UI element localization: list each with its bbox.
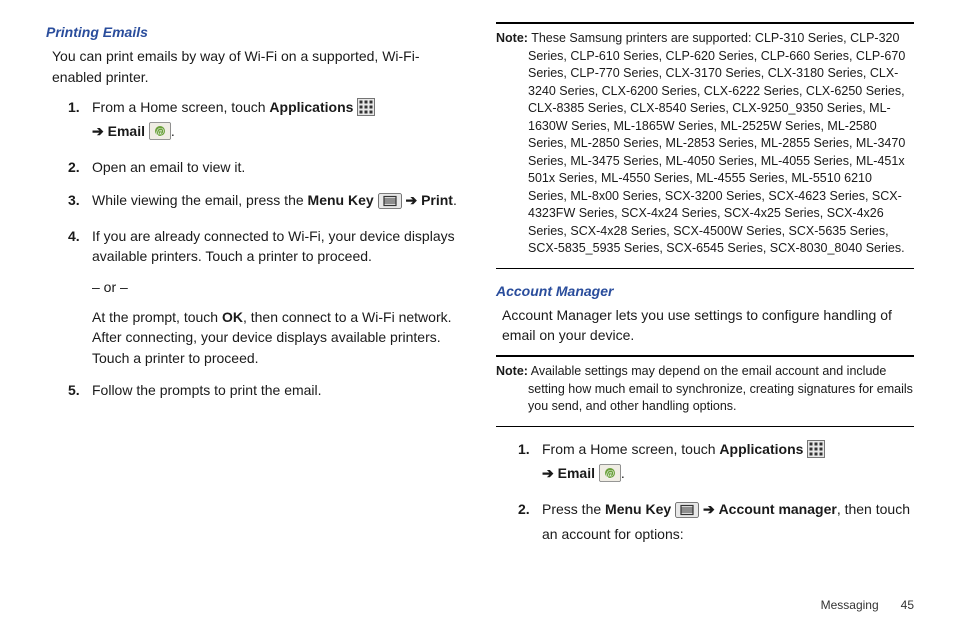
- acct-step-1-bold-applications: Applications: [719, 441, 803, 457]
- printing-intro: You can print emails by way of Wi-Fi on …: [52, 46, 464, 87]
- arrow-icon: ➔: [542, 465, 554, 481]
- note-body: These Samsung printers are supported: CL…: [528, 31, 905, 255]
- step-1-bold-email: Email: [108, 123, 145, 139]
- acct-step-1-text-a: From a Home screen, touch: [542, 441, 719, 457]
- menu-key-icon: [378, 193, 402, 214]
- step-3-bold-print: Print: [421, 192, 453, 208]
- arrow-icon: ➔: [405, 192, 417, 208]
- step-2: Open an email to view it.: [68, 157, 464, 177]
- step-4-alt: At the prompt, touch OK, then connect to…: [92, 307, 464, 368]
- right-column: Note: These Samsung printers are support…: [496, 22, 914, 556]
- rule-after-note1: [496, 268, 914, 269]
- applications-icon: [807, 440, 825, 463]
- acct-step-2-text-a: Press the: [542, 501, 605, 517]
- rule-before-note2: [496, 355, 914, 357]
- printing-steps: From a Home screen, touch Applications ➔…: [46, 97, 464, 400]
- page-footer: Messaging 45: [821, 597, 914, 614]
- footer-section: Messaging: [821, 597, 879, 614]
- step-1-bold-applications: Applications: [269, 99, 353, 115]
- acct-step-1: From a Home screen, touch Applications ➔…: [518, 439, 914, 488]
- section-title-printing-emails: Printing Emails: [46, 22, 464, 42]
- note-label: Note:: [496, 31, 528, 45]
- left-column: Printing Emails You can print emails by …: [46, 22, 464, 556]
- step-1-text-a: From a Home screen, touch: [92, 99, 269, 115]
- note-printers: Note: These Samsung printers are support…: [496, 30, 914, 258]
- step-3-bold-menukey: Menu Key: [308, 192, 374, 208]
- email-icon: @: [149, 122, 171, 145]
- step-4-bold-ok: OK: [222, 309, 243, 325]
- step-1: From a Home screen, touch Applications ➔…: [68, 97, 464, 146]
- step-4-text-a: If you are already connected to Wi-Fi, y…: [92, 228, 455, 264]
- acct-step-2: Press the Menu Key ➔ Account manager, th…: [518, 499, 914, 544]
- step-2-text: Open an email to view it.: [92, 159, 245, 175]
- acct-step-1-bold-email: Email: [558, 465, 595, 481]
- step-3: While viewing the email, press the Menu …: [68, 190, 464, 214]
- step-5-text: Follow the prompts to print the email.: [92, 382, 322, 398]
- note-label: Note:: [496, 364, 528, 378]
- step-5: Follow the prompts to print the email.: [68, 380, 464, 400]
- email-icon: @: [599, 464, 621, 487]
- rule-after-note2: [496, 426, 914, 427]
- account-steps: From a Home screen, touch Applications ➔…: [496, 439, 914, 544]
- note-body: Available settings may depend on the ema…: [528, 364, 913, 413]
- step-4-or: – or –: [92, 277, 464, 297]
- account-intro: Account Manager lets you use settings to…: [502, 305, 914, 346]
- section-title-account-manager: Account Manager: [496, 281, 914, 301]
- arrow-icon: ➔: [703, 501, 715, 517]
- rule-top: [496, 22, 914, 24]
- step-3-text-a: While viewing the email, press the: [92, 192, 308, 208]
- page-content: Printing Emails You can print emails by …: [0, 0, 954, 556]
- step-4: If you are already connected to Wi-Fi, y…: [68, 226, 464, 368]
- acct-step-2-bold-menukey: Menu Key: [605, 501, 671, 517]
- footer-page-number: 45: [901, 597, 914, 614]
- applications-icon: [357, 98, 375, 121]
- svg-text:@: @: [606, 469, 614, 479]
- menu-key-icon: [675, 502, 699, 523]
- note-settings: Note: Available settings may depend on t…: [496, 363, 914, 416]
- svg-text:@: @: [156, 127, 164, 137]
- arrow-icon: ➔: [92, 123, 104, 139]
- step-4-text-b1: At the prompt, touch: [92, 309, 222, 325]
- acct-step-2-bold-accountmanager: Account manager: [719, 501, 837, 517]
